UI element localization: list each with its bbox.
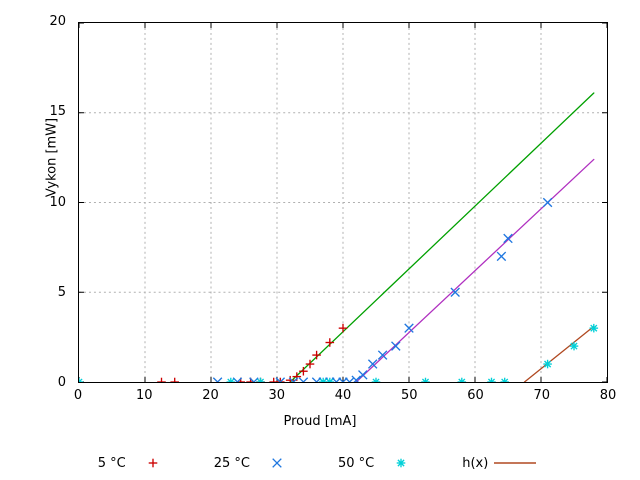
- fit-line-5C: [289, 92, 595, 382]
- legend-entry-hx: h(x): [462, 452, 542, 474]
- legend-gap: [180, 463, 214, 464]
- legend-entry-5C: 5 °C: [98, 452, 214, 474]
- data-layer: [79, 92, 599, 382]
- grid-layer: [79, 23, 607, 382]
- x-tick-label: 70: [533, 388, 551, 403]
- x-tick-label: 10: [135, 388, 153, 403]
- x-tick-label: 40: [334, 388, 352, 403]
- x-axis-title: Proud [mA]: [283, 414, 357, 429]
- legend-marker-cross-icon: [250, 453, 304, 473]
- x-tick-label: 60: [467, 388, 484, 403]
- legend-marker-line-icon: [488, 453, 542, 473]
- x-tick-label: 0: [73, 388, 83, 403]
- legend-label: 25 °C: [213, 455, 250, 471]
- legend-label: 5 °C: [97, 455, 126, 471]
- x-tick-label: 80: [599, 388, 617, 403]
- chart-legend: 5 °C 25 °C 50 °C h(x): [0, 452, 640, 474]
- legend-gap: [304, 463, 338, 464]
- legend-entry-50C: 50 °C: [338, 452, 462, 474]
- legend-marker-asterisk-icon: [374, 453, 428, 473]
- series-25C: [212, 197, 553, 382]
- x-tick-label: 50: [400, 388, 418, 403]
- legend-entry-25C: 25 °C: [214, 452, 338, 474]
- x-tick-label: 30: [268, 388, 286, 403]
- fit-line-25C: [355, 158, 595, 382]
- legend-marker-plus-icon: [126, 453, 180, 473]
- legend-label: 50 °C: [337, 455, 375, 471]
- y-tick-label: 0: [57, 375, 66, 390]
- legend-gap: [428, 463, 462, 464]
- series-50C: [79, 323, 599, 382]
- y-tick-label: 5: [57, 284, 66, 300]
- y-tick-label: 10: [49, 194, 66, 210]
- series-5C: [157, 323, 348, 382]
- y-tick-label: 20: [49, 14, 66, 29]
- plot-area: [78, 22, 608, 383]
- fit-line-50C: [523, 325, 595, 382]
- legend-label: h(x): [462, 455, 489, 471]
- y-tick-label: 15: [49, 104, 66, 120]
- x-tick-label: 20: [202, 388, 219, 403]
